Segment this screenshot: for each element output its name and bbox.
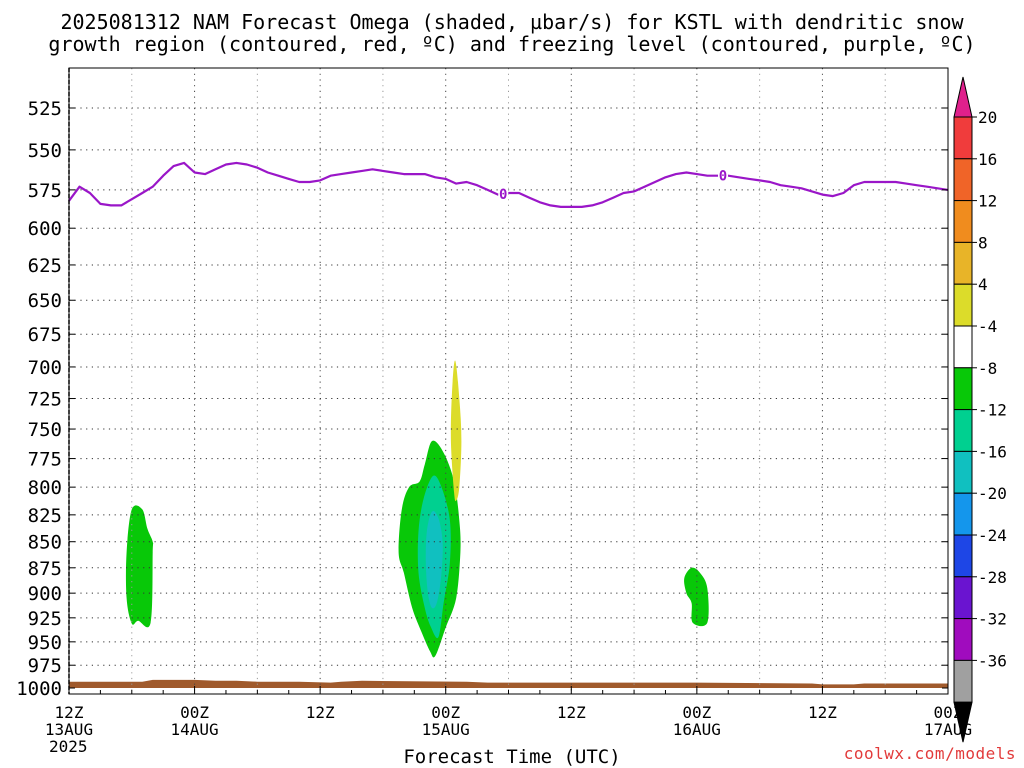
colorbar-label-2: 12 bbox=[978, 192, 997, 211]
colorbar-segment-7 bbox=[953, 409, 973, 452]
y-tick-label-725: 725 bbox=[28, 389, 62, 411]
y-tick-label-950: 950 bbox=[28, 632, 62, 654]
colorbar-segment-2 bbox=[953, 200, 973, 243]
y-tick-label-750: 750 bbox=[28, 419, 62, 441]
x-tick-label-36-0: 00Z bbox=[431, 703, 460, 722]
colorbar-label-1: 16 bbox=[978, 150, 997, 169]
colorbar-segment-1 bbox=[953, 158, 973, 202]
y-tick-label-975: 975 bbox=[28, 655, 62, 677]
colorbar-segment-13 bbox=[953, 659, 973, 703]
y-tick-label-575: 575 bbox=[28, 180, 62, 202]
y-tick-label-550: 550 bbox=[28, 140, 62, 162]
omega-region-4 bbox=[450, 360, 462, 502]
colorbar-bottom-triangle bbox=[953, 701, 973, 743]
contour-lines: 00 bbox=[68, 161, 949, 208]
y-tick-label-800: 800 bbox=[28, 477, 62, 499]
y-tick-label-875: 875 bbox=[28, 558, 62, 580]
colorbar-label-13: -36 bbox=[978, 651, 1007, 670]
freezing-label-bg-1 bbox=[718, 168, 729, 182]
colorbar-label-9: -20 bbox=[978, 484, 1007, 503]
colorbar-segment-3 bbox=[953, 241, 973, 285]
colorbar-label-5: -4 bbox=[978, 317, 997, 336]
x-tick-label-48-0: 12Z bbox=[557, 703, 586, 722]
colorbar-segment-8 bbox=[953, 450, 973, 494]
colorbar-segment-11 bbox=[953, 576, 973, 620]
colorbar-label-8: -16 bbox=[978, 442, 1007, 461]
omega-region-5 bbox=[684, 567, 709, 627]
y-tick-label-1000: 1000 bbox=[16, 678, 62, 700]
freezing-level-label-1: 0 bbox=[719, 169, 727, 185]
colorbar-label-12: -32 bbox=[978, 610, 1007, 629]
chart-title-line-1: 2025081312 NAM Forecast Omega (shaded, µ… bbox=[60, 10, 964, 34]
x-tick-label-0-0: 12Z bbox=[55, 703, 84, 722]
plot-frame bbox=[68, 67, 949, 695]
y-tick-label-525: 525 bbox=[28, 98, 62, 120]
colorbar-segment-0 bbox=[953, 116, 973, 160]
y-tick-label-850: 850 bbox=[28, 532, 62, 554]
y-tick-label-925: 925 bbox=[28, 608, 62, 630]
colorbar-label-7: -12 bbox=[978, 401, 1007, 420]
shaded-fields bbox=[69, 360, 948, 688]
x-tick-label-12-1: 14AUG bbox=[170, 720, 218, 739]
colorbar-segment-4 bbox=[953, 283, 973, 327]
chart-title-line-2: growth region (contoured, red, ºC) and f… bbox=[48, 32, 976, 56]
credit-link[interactable]: coolwx.com/models bbox=[843, 744, 1016, 763]
y-tick-label-700: 700 bbox=[28, 357, 62, 379]
colorbar-label-6: -8 bbox=[978, 359, 997, 378]
colorbar-label-10: -24 bbox=[978, 526, 1007, 545]
colorbar-segment-10 bbox=[953, 534, 973, 578]
freezing-level-line bbox=[68, 161, 949, 208]
x-axis-title: Forecast Time (UTC) bbox=[403, 746, 621, 768]
x-tick-label-36-1: 15AUG bbox=[422, 720, 470, 739]
colorbar-label-11: -28 bbox=[978, 568, 1007, 587]
x-tick-label-24-0: 12Z bbox=[306, 703, 335, 722]
omega-region-3 bbox=[425, 510, 443, 609]
x-tick-label-12-0: 00Z bbox=[180, 703, 209, 722]
x-tick-label-0-2: 2025 bbox=[49, 737, 88, 756]
y-tick-label-625: 625 bbox=[28, 255, 62, 277]
x-tick-label-0-1: 13AUG bbox=[45, 720, 93, 739]
colorbar-segment-6 bbox=[953, 367, 973, 411]
colorbar-segment-12 bbox=[953, 618, 973, 661]
y-tick-label-600: 600 bbox=[28, 218, 62, 240]
colorbar-segment-5 bbox=[953, 325, 973, 369]
colorbar-label-4: 4 bbox=[978, 275, 988, 294]
colorbar-label-0: 20 bbox=[978, 108, 997, 127]
omega-colorbar: 20 16 12 8 4 -4 -8 -12 -16 -20 -24 -28 -32 -36 bbox=[953, 76, 1007, 743]
freezing-label-bg-0 bbox=[498, 186, 509, 200]
x-tick-label-72-0: 12Z bbox=[808, 703, 837, 722]
colorbar-top-triangle bbox=[953, 76, 973, 118]
x-tick-label-60-0: 00Z bbox=[682, 703, 711, 722]
colorbar-segment-9 bbox=[953, 492, 973, 536]
freezing-level-label-0: 0 bbox=[499, 187, 507, 203]
y-tick-label-900: 900 bbox=[28, 583, 62, 605]
y-tick-label-825: 825 bbox=[28, 505, 62, 527]
y-tick-label-650: 650 bbox=[28, 290, 62, 312]
grid-lines bbox=[69, 68, 948, 694]
x-tick-label-60-1: 16AUG bbox=[673, 720, 721, 739]
y-tick-label-775: 775 bbox=[28, 449, 62, 471]
plot-axes: 525 550 575 600 625 650 675 700 725 750 775 800 825 8… bbox=[16, 67, 972, 756]
colorbar-label-3: 8 bbox=[978, 233, 988, 252]
y-tick-label-675: 675 bbox=[28, 324, 62, 346]
omega-region-0 bbox=[125, 505, 154, 628]
